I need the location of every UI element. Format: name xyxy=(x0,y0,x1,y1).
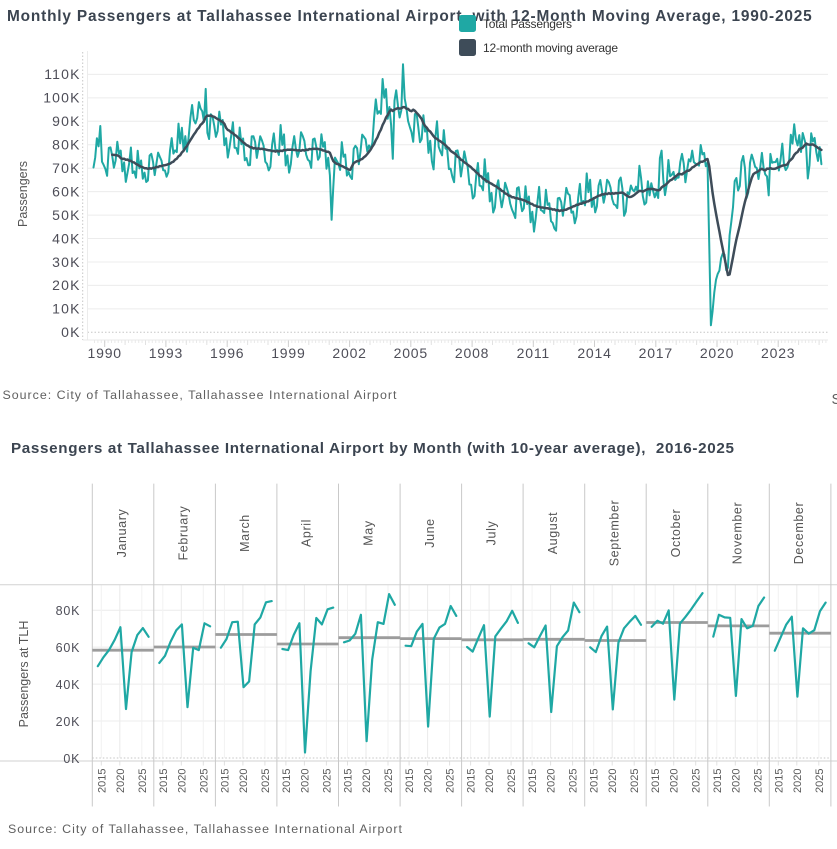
svg-text:100K: 100K xyxy=(43,90,81,106)
svg-text:2025: 2025 xyxy=(568,769,580,793)
svg-text:0K: 0K xyxy=(63,752,80,766)
svg-text:2020: 2020 xyxy=(484,769,496,793)
svg-text:2017: 2017 xyxy=(639,345,673,361)
svg-text:40K: 40K xyxy=(52,230,81,246)
svg-text:2020: 2020 xyxy=(176,769,188,793)
svg-text:March: March xyxy=(238,514,252,552)
svg-text:2025: 2025 xyxy=(445,769,457,793)
svg-text:2025: 2025 xyxy=(814,769,826,793)
svg-text:2025: 2025 xyxy=(629,769,641,793)
svg-text:2002: 2002 xyxy=(332,345,366,361)
svg-text:2020: 2020 xyxy=(700,345,734,361)
svg-text:2015: 2015 xyxy=(158,769,170,793)
svg-text:May: May xyxy=(361,520,375,546)
svg-text:110K: 110K xyxy=(44,66,80,82)
svg-text:2020: 2020 xyxy=(546,769,558,793)
svg-text:2020: 2020 xyxy=(115,769,127,793)
svg-text:2020: 2020 xyxy=(730,769,742,793)
svg-text:90K: 90K xyxy=(52,113,81,129)
svg-text:20K: 20K xyxy=(56,715,81,729)
svg-text:October: October xyxy=(669,509,683,558)
svg-text:10K: 10K xyxy=(52,301,81,317)
svg-text:2020: 2020 xyxy=(423,769,435,793)
svg-text:1993: 1993 xyxy=(149,345,183,361)
svg-text:2025: 2025 xyxy=(260,769,272,793)
svg-text:2025: 2025 xyxy=(198,769,210,793)
svg-text:June: June xyxy=(423,518,437,548)
svg-text:1996: 1996 xyxy=(210,345,244,361)
svg-text:2015: 2015 xyxy=(712,769,724,793)
svg-text:January: January xyxy=(115,509,129,558)
svg-text:1990: 1990 xyxy=(88,345,122,361)
svg-text:2015: 2015 xyxy=(650,769,662,793)
svg-text:2025: 2025 xyxy=(383,769,395,793)
svg-text:2025: 2025 xyxy=(321,769,333,793)
svg-text:Passengers at Tallahassee Inte: Passengers at Tallahassee International … xyxy=(11,440,735,457)
svg-text:60K: 60K xyxy=(52,183,81,199)
svg-text:2015: 2015 xyxy=(281,769,293,793)
svg-text:September: September xyxy=(608,500,622,567)
svg-text:2020: 2020 xyxy=(792,769,804,793)
svg-text:2015: 2015 xyxy=(466,769,478,793)
svg-text:2020: 2020 xyxy=(669,769,681,793)
svg-text:2023: 2023 xyxy=(761,345,795,361)
svg-text:80K: 80K xyxy=(52,137,81,153)
svg-text:2020: 2020 xyxy=(607,769,619,793)
svg-text:2014: 2014 xyxy=(577,345,611,361)
svg-text:December: December xyxy=(792,502,806,564)
svg-text:2015: 2015 xyxy=(773,769,785,793)
svg-text:August: August xyxy=(546,512,560,555)
svg-text:30K: 30K xyxy=(52,254,81,270)
svg-text:2025: 2025 xyxy=(752,769,764,793)
svg-text:0K: 0K xyxy=(61,324,81,340)
svg-text:2015: 2015 xyxy=(343,769,355,793)
svg-text:2015: 2015 xyxy=(219,769,231,793)
svg-text:20K: 20K xyxy=(52,277,81,293)
svg-text:1999: 1999 xyxy=(271,345,305,361)
svg-text:Monthly Passengers at Tallahas: Monthly Passengers at Tallahassee Intern… xyxy=(7,8,813,25)
svg-text:2025: 2025 xyxy=(506,769,518,793)
svg-text:80K: 80K xyxy=(56,604,81,618)
svg-text:So: So xyxy=(832,392,837,408)
svg-text:Source: City of Tallahassee, T: Source: City of Tallahassee, Tallahassee… xyxy=(8,822,403,836)
svg-text:July: July xyxy=(484,521,498,546)
svg-text:70K: 70K xyxy=(52,160,81,176)
svg-text:Total Passengers: Total Passengers xyxy=(483,17,572,31)
svg-text:Passengers: Passengers xyxy=(16,161,30,227)
svg-text:Passengers at TLH: Passengers at TLH xyxy=(17,621,31,728)
svg-text:2011: 2011 xyxy=(517,345,550,361)
svg-text:2020: 2020 xyxy=(361,769,373,793)
svg-text:2025: 2025 xyxy=(691,769,703,793)
svg-text:60K: 60K xyxy=(56,641,81,655)
svg-text:40K: 40K xyxy=(56,678,81,692)
svg-text:November: November xyxy=(731,502,745,564)
svg-text:12-month moving average: 12-month moving average xyxy=(483,41,618,55)
svg-text:2025: 2025 xyxy=(137,769,149,793)
svg-text:2005: 2005 xyxy=(394,345,428,361)
svg-text:2015: 2015 xyxy=(527,769,539,793)
svg-text:April: April xyxy=(300,519,314,547)
svg-text:2020: 2020 xyxy=(299,769,311,793)
svg-text:2020: 2020 xyxy=(238,769,250,793)
svg-text:50K: 50K xyxy=(52,207,81,223)
svg-text:2015: 2015 xyxy=(404,769,416,793)
svg-text:2015: 2015 xyxy=(589,769,601,793)
svg-text:2008: 2008 xyxy=(455,345,489,361)
svg-text:Source: City of Tallahassee, T: Source: City of Tallahassee, Tallahassee… xyxy=(3,388,398,402)
svg-text:February: February xyxy=(177,505,191,560)
svg-text:2015: 2015 xyxy=(96,769,108,793)
